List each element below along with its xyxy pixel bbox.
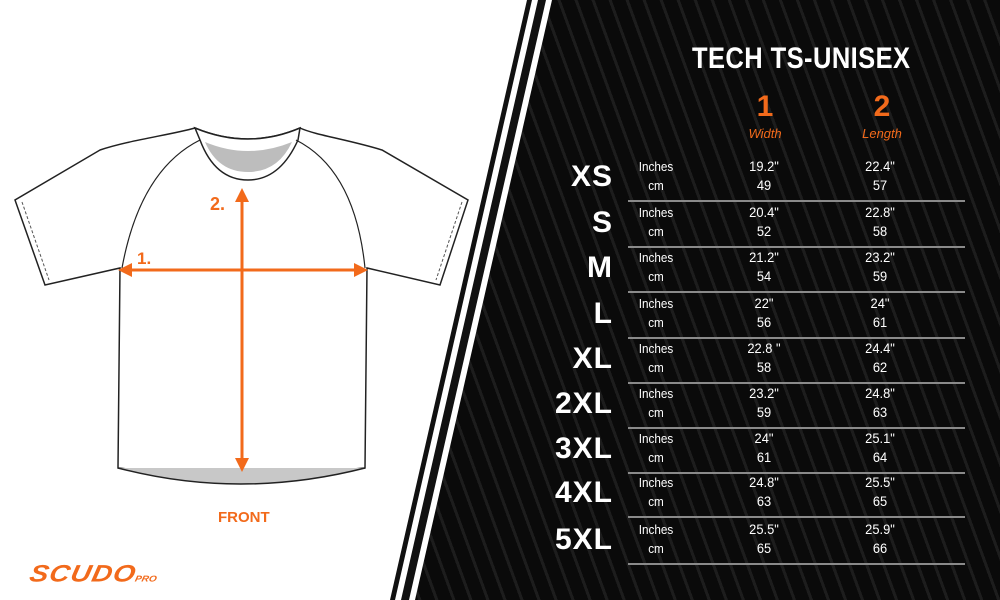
width-value: 25.5" 65 — [749, 521, 779, 556]
length-value: 24" 61 — [870, 295, 890, 330]
unit-labels: Inches cm — [638, 296, 674, 330]
unit-labels: Inches cm — [638, 250, 674, 284]
size-label: XS — [570, 160, 613, 193]
shirt-hem — [117, 467, 366, 485]
size-label: S — [591, 206, 613, 239]
row-divider — [628, 382, 965, 384]
chart-title: TECH TS-UNISEX — [692, 42, 911, 75]
size-label: L — [593, 297, 613, 330]
width-value: 21.2" 54 — [749, 249, 779, 284]
row-divider — [628, 472, 965, 474]
table-row: XL Inches cm 22.8 " 58 24.4" 62 — [550, 337, 970, 384]
unit-labels: Inches cm — [638, 159, 674, 193]
size-label: 5XL — [554, 523, 613, 556]
width-value: 24.8" 63 — [749, 474, 779, 509]
width-value: 24" 61 — [754, 430, 774, 465]
unit-labels: Inches cm — [638, 341, 674, 375]
unit-labels: Inches cm — [638, 431, 674, 465]
row-divider — [628, 337, 965, 339]
size-label: 4XL — [554, 476, 613, 509]
brand-logo: SCUDOPRO — [27, 560, 158, 587]
width-value: 22.8 " 58 — [747, 340, 781, 375]
label-2: 2. — [210, 194, 225, 214]
raglan-seam — [121, 139, 366, 269]
table-row: 3XL Inches cm 24" 61 25.1" 64 — [550, 427, 970, 474]
table-row: 5XL Inches cm 25.5" 65 25.9" 66 — [550, 518, 970, 565]
table-row: L Inches cm 22" 56 24" 61 — [550, 292, 970, 339]
table-row: M Inches cm 21.2" 54 23.2" 59 — [550, 246, 970, 293]
length-value: 24.8" 63 — [865, 385, 895, 420]
row-divider — [628, 563, 965, 565]
table-row: XS Inches cm 19.2" 49 22.4" 57 — [550, 155, 970, 202]
column-width: 1 Width — [748, 90, 782, 142]
size-label: 2XL — [554, 387, 613, 420]
length-value: 22.4" 57 — [865, 158, 895, 193]
view-label: FRONT — [218, 509, 270, 526]
table-row: 4XL Inches cm 24.8" 63 25.5" 65 — [550, 471, 970, 518]
unit-labels: Inches cm — [638, 205, 674, 239]
table-row: 2XL Inches cm 23.2" 59 24.8" 63 — [550, 382, 970, 429]
length-value: 25.9" 66 — [865, 521, 895, 556]
unit-labels: Inches cm — [638, 475, 674, 509]
size-label: 3XL — [554, 432, 613, 465]
row-divider — [628, 516, 965, 518]
length-value: 25.1" 64 — [865, 430, 895, 465]
width-value: 23.2" 59 — [749, 385, 779, 420]
length-value: 25.5" 65 — [865, 474, 895, 509]
length-value: 22.8" 58 — [865, 204, 895, 239]
label-1: 1. — [137, 249, 151, 268]
shirt-diagram: 1. 2. — [14, 126, 469, 485]
table-row: S Inches cm 20.4" 52 22.8" 58 — [550, 201, 970, 248]
unit-labels: Inches cm — [638, 386, 674, 420]
row-divider — [628, 200, 965, 202]
size-label: M — [587, 251, 613, 284]
length-value: 24.4" 62 — [865, 340, 895, 375]
size-label: XL — [572, 342, 613, 375]
sleeve-stitch — [21, 201, 463, 281]
collar-inner — [205, 142, 292, 172]
row-divider — [628, 246, 965, 248]
width-value: 22" 56 — [754, 295, 774, 330]
unit-labels: Inches cm — [638, 522, 674, 556]
length-value: 23.2" 59 — [865, 249, 895, 284]
width-value: 20.4" 52 — [749, 204, 779, 239]
column-length: 2 Length — [862, 90, 902, 142]
row-divider — [628, 291, 965, 293]
width-value: 19.2" 49 — [749, 158, 779, 193]
row-divider — [628, 427, 965, 429]
